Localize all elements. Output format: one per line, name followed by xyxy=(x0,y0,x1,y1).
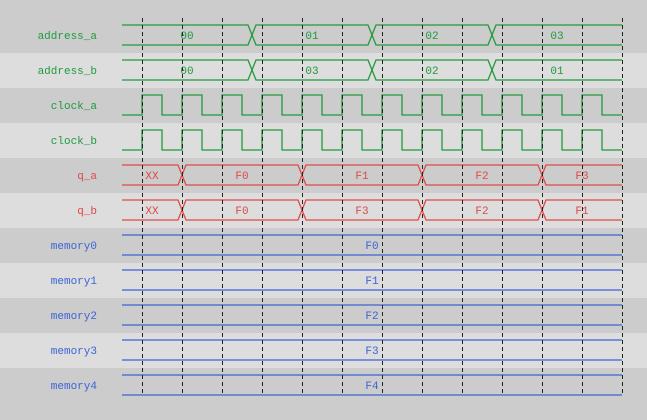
signal-label[interactable]: clock_a xyxy=(51,101,98,113)
signal-row-memory0: memory0 F0 xyxy=(0,228,647,263)
bus-value: F0 xyxy=(365,241,378,253)
signal-row-clock_a: clock_a xyxy=(0,88,647,123)
bus-value: F2 xyxy=(475,171,488,183)
row-background xyxy=(0,193,647,228)
signal-label[interactable]: memory4 xyxy=(51,381,98,393)
bus-value: F0 xyxy=(235,206,248,218)
bus-value: 03 xyxy=(550,31,563,43)
row-background xyxy=(0,0,647,53)
bus-value: 02 xyxy=(425,31,438,43)
signal-row-q_a: q_a XX F0 F1 F2 F3 xyxy=(0,158,647,193)
bus-value: F2 xyxy=(365,311,378,323)
signal-row-memory4: memory4 F4 xyxy=(0,368,647,420)
bus-value: F1 xyxy=(575,206,589,218)
signal-label[interactable]: memory1 xyxy=(51,276,98,288)
row-background xyxy=(0,263,647,298)
bus-segment xyxy=(122,339,622,361)
bus-value: F3 xyxy=(355,206,368,218)
bus-segment xyxy=(122,374,622,396)
bus-value: F0 xyxy=(235,171,248,183)
signal-label[interactable]: address_b xyxy=(38,66,97,78)
signal-row-q_b: q_b XX F0 F3 F2 F1 xyxy=(0,193,647,228)
bus-segment xyxy=(251,59,373,81)
bus-segment xyxy=(371,59,493,81)
bus-value: F3 xyxy=(575,171,588,183)
signal-row-memory1: memory1 F1 xyxy=(0,263,647,298)
row-background xyxy=(0,88,647,123)
bus-value: 00 xyxy=(180,31,193,43)
signal-row-clock_b: clock_b xyxy=(0,123,647,158)
bus-value: 01 xyxy=(305,31,319,43)
signal-label[interactable]: clock_b xyxy=(51,136,97,148)
bus-segment xyxy=(122,269,622,291)
bus-value: 02 xyxy=(425,66,438,78)
signal-label[interactable]: address_a xyxy=(38,31,98,43)
bus-value: XX xyxy=(145,206,159,218)
signal-row-address_a: address_a 00 01 02 03 xyxy=(0,0,647,53)
row-background xyxy=(0,53,647,88)
signal-label[interactable]: memory2 xyxy=(51,311,97,323)
bus-value: 03 xyxy=(305,66,318,78)
signal-label[interactable]: memory3 xyxy=(51,346,97,358)
bus-value: 01 xyxy=(550,66,564,78)
bus-value: F4 xyxy=(365,381,379,393)
row-background xyxy=(0,368,647,420)
signal-row-memory2: memory2 F2 xyxy=(0,298,647,333)
bus-value: XX xyxy=(145,171,159,183)
signal-row-address_b: address_b 00 03 02 01 xyxy=(0,53,647,88)
signal-label[interactable]: q_b xyxy=(77,206,97,218)
row-background xyxy=(0,123,647,158)
bus-value: 00 xyxy=(180,66,193,78)
signal-label[interactable]: memory0 xyxy=(51,241,97,253)
signal-row-memory3: memory3 F3 xyxy=(0,333,647,368)
bus-segment xyxy=(491,59,622,81)
clock-waveform xyxy=(122,94,622,116)
bus-value: F1 xyxy=(365,276,379,288)
row-background xyxy=(0,298,647,333)
bus-value: F2 xyxy=(475,206,488,218)
row-background xyxy=(0,158,647,193)
bus-segment xyxy=(491,24,622,46)
clock-waveform xyxy=(122,129,622,151)
bus-segment xyxy=(251,24,373,46)
row-background xyxy=(0,333,647,368)
bus-segment xyxy=(122,304,622,326)
bus-segment xyxy=(371,24,493,46)
signal-label[interactable]: q_a xyxy=(77,171,97,183)
bus-segment xyxy=(122,234,622,256)
row-background xyxy=(0,228,647,263)
bus-value: F3 xyxy=(365,346,378,358)
bus-value: F1 xyxy=(355,171,369,183)
